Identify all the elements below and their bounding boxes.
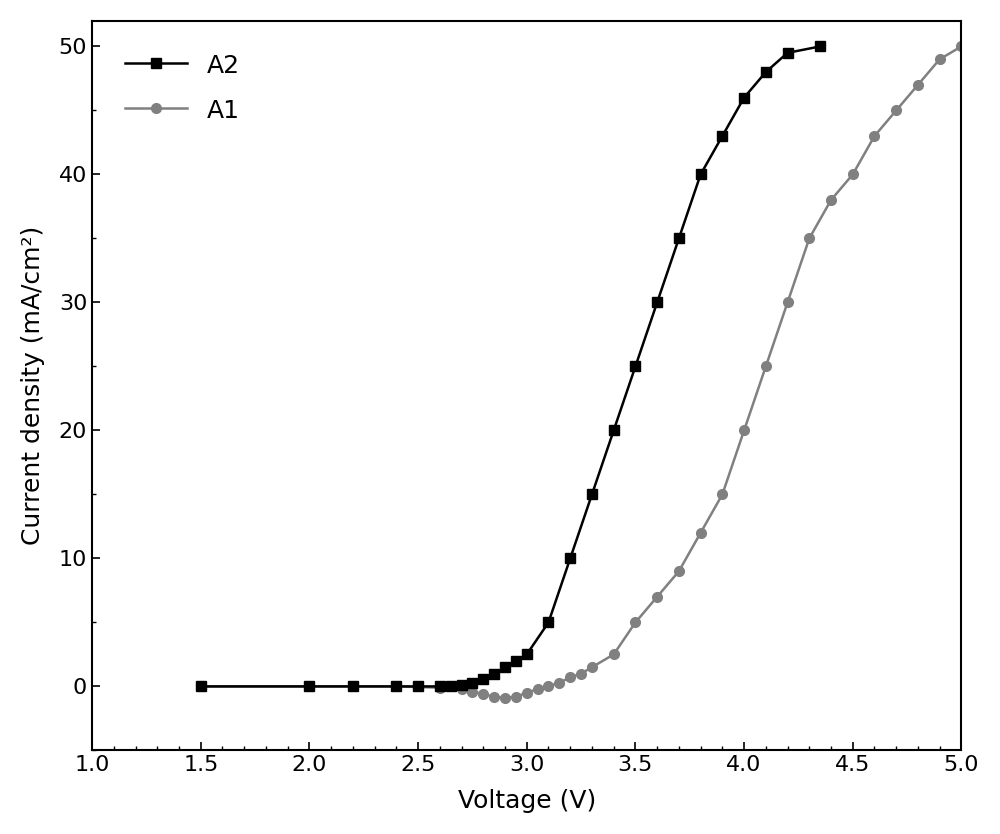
A2 <box>445 681 457 691</box>
A2 <box>303 681 315 691</box>
A1 <box>510 691 522 701</box>
A1 <box>195 681 207 691</box>
A1 <box>912 80 924 90</box>
A2 <box>695 169 707 179</box>
A2 <box>434 681 446 691</box>
A2 <box>488 669 500 679</box>
A2 <box>510 656 522 666</box>
A1 <box>434 683 446 693</box>
A1 <box>934 54 946 64</box>
A2 <box>499 662 511 672</box>
A2 <box>477 674 489 684</box>
A1 <box>868 131 880 141</box>
Legend: A2, A1: A2, A1 <box>105 33 260 143</box>
A1 <box>760 361 772 371</box>
A2 <box>782 48 794 58</box>
A2 <box>716 131 728 141</box>
A2 <box>542 617 554 627</box>
A1 <box>542 681 554 691</box>
A2 <box>390 681 402 691</box>
A1 <box>521 688 533 698</box>
A1 <box>390 681 402 691</box>
A1 <box>716 490 728 500</box>
A1 <box>477 689 489 699</box>
A1 <box>499 693 511 703</box>
A1 <box>564 672 576 682</box>
A2 <box>760 67 772 77</box>
A1 <box>488 691 500 701</box>
A1 <box>673 566 685 576</box>
A1 <box>782 298 794 308</box>
A2 <box>629 361 641 371</box>
A2 <box>586 490 598 500</box>
A2 <box>738 93 750 103</box>
A1 <box>456 684 468 694</box>
A1 <box>466 686 478 696</box>
A2 <box>564 554 576 564</box>
Line: A2: A2 <box>196 42 825 691</box>
A2 <box>347 681 359 691</box>
A2 <box>651 298 663 308</box>
Line: A1: A1 <box>196 42 966 703</box>
A1 <box>738 425 750 435</box>
A1 <box>890 105 902 115</box>
X-axis label: Voltage (V): Voltage (V) <box>458 789 596 813</box>
A2 <box>466 677 478 687</box>
Y-axis label: Current density (mA/cm²): Current density (mA/cm²) <box>21 226 45 545</box>
A1 <box>629 617 641 627</box>
A2 <box>814 42 826 52</box>
A1 <box>847 169 859 179</box>
A2 <box>412 681 424 691</box>
A1 <box>575 669 587 679</box>
A1 <box>608 650 620 660</box>
A2 <box>608 425 620 435</box>
A1 <box>955 42 967 52</box>
A2 <box>195 681 207 691</box>
A2 <box>521 650 533 660</box>
A1 <box>553 677 565 687</box>
A1 <box>825 195 837 205</box>
A1 <box>586 662 598 672</box>
A1 <box>803 234 815 244</box>
A1 <box>695 528 707 538</box>
A2 <box>456 681 468 691</box>
A1 <box>651 592 663 602</box>
A2 <box>673 234 685 244</box>
A1 <box>532 684 544 694</box>
A1 <box>303 681 315 691</box>
